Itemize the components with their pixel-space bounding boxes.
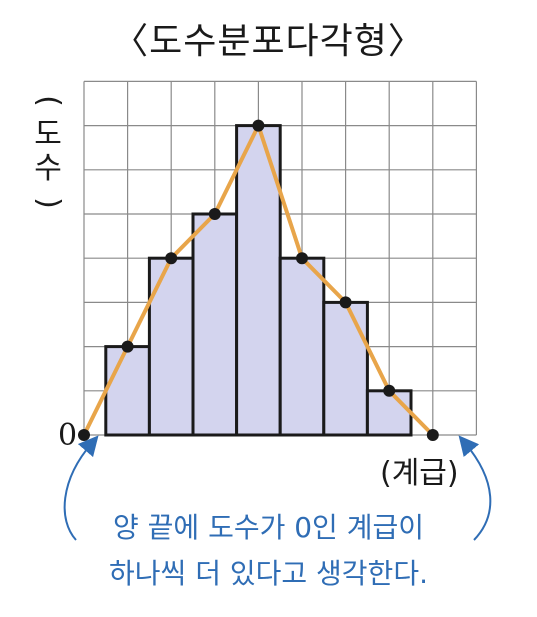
x-axis-label: (계급) — [380, 456, 459, 491]
histogram-bar — [104, 345, 151, 437]
y-label-char-1: 도 — [34, 117, 62, 152]
y-label-char-2: 수 — [34, 151, 62, 186]
polygon-point — [208, 208, 221, 220]
polygon-point — [426, 429, 439, 441]
y-axis-label: ( 도 수 ) — [30, 84, 66, 220]
histogram-bar — [191, 212, 239, 437]
histogram-bar — [278, 256, 326, 437]
origin-zero-label: 0 — [58, 418, 78, 453]
polygon-point — [121, 340, 134, 353]
note-line-1: 양 끝에 도수가 0인 계급이 — [112, 511, 425, 544]
polygon-point — [383, 384, 396, 397]
note-line-2: 하나씩 더 있다고 생각한다. — [109, 557, 428, 590]
polygon-point — [165, 252, 178, 265]
chart-title: 〈도수분포다각형〉 — [112, 21, 425, 62]
left-pointer-arrow — [63, 435, 99, 541]
polygon-point — [78, 429, 90, 441]
polygon-point — [252, 119, 265, 132]
polygon-point — [296, 252, 308, 265]
right-pointer-arrow — [458, 435, 492, 541]
histogram-bar — [365, 389, 413, 437]
histogram-bar — [322, 300, 369, 437]
polygon-point — [339, 296, 352, 309]
